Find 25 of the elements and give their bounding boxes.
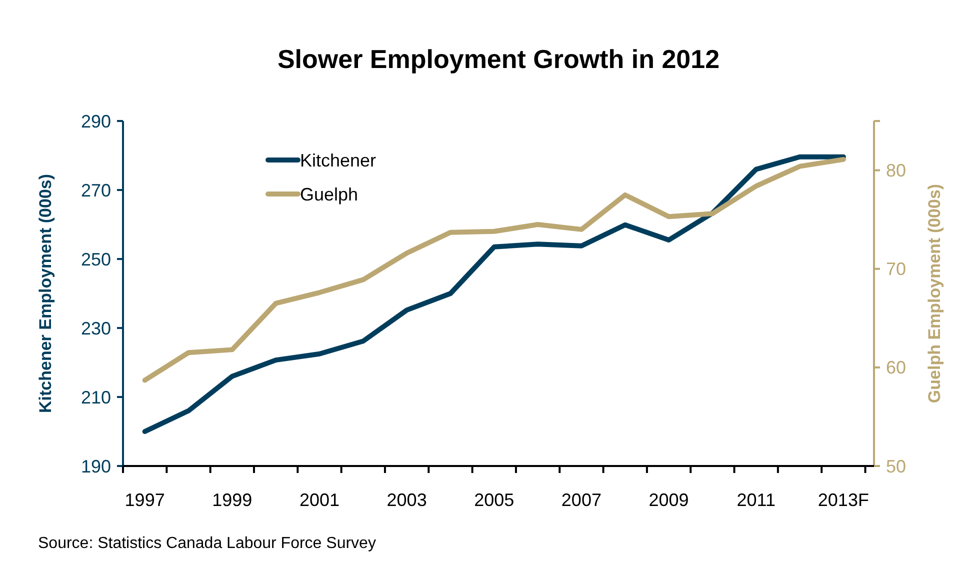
y2-tick-label: 80 [886,160,906,181]
y-axis-title: Kitchener Employment (000s) [36,174,55,414]
x-tick-label: 2005 [474,490,514,510]
x-tick-label: 1999 [212,490,252,510]
x-tick-label: 2011 [736,490,776,510]
x-tick-label: 1997 [124,490,165,510]
y2-tick-label: 50 [886,456,906,476]
x-tick-label: 2007 [561,490,602,510]
x-tick-label: 2001 [299,490,340,510]
y2-axis-title: Guelph Employment (000s) [925,184,944,404]
x-tick-label: 2003 [386,490,427,510]
legend-label: Guelph [300,184,358,204]
y-tick-label: 190 [80,456,111,476]
y2-tick-label: 60 [886,358,906,378]
x-tick-label: 2013F [818,490,869,510]
y2-tick-label: 70 [886,259,906,280]
legend-label: Kitchener [300,150,376,170]
y-tick-label: 290 [80,111,111,132]
y-tick-label: 230 [80,318,111,338]
chart-title: Slower Employment Growth in 2012 [277,44,720,74]
y-tick-label: 250 [80,249,111,270]
y-tick-label: 270 [80,180,111,200]
y-tick-label: 210 [80,387,111,408]
source-note: Source: Statistics Canada Labour Force Survey [38,535,376,552]
x-tick-label: 2009 [648,490,689,510]
